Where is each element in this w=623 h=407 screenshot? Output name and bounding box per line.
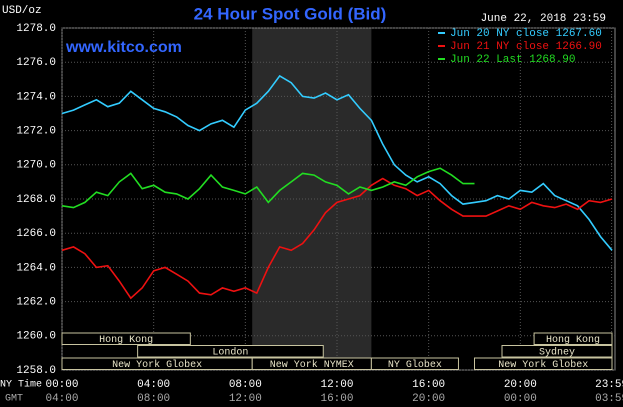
session-box <box>533 332 613 345</box>
y-axis-label: USD/oz <box>2 5 42 17</box>
legend-label: Jun 22 Last 1268.90 <box>450 54 575 66</box>
session-label: New York NYMEX <box>270 359 354 371</box>
x2-tick-label: 12:00 <box>229 393 262 405</box>
x-tick-label: 23:59 <box>595 379 623 391</box>
y-tick-label: 1266.0 <box>16 228 56 240</box>
x2-tick-label: 08:00 <box>137 393 170 405</box>
x2-axis-label: GMT <box>5 394 23 405</box>
y-tick-label: 1262.0 <box>16 297 56 309</box>
x2-tick-label: 03:59 <box>595 393 623 405</box>
chart-title: 24 Hour Spot Gold (Bid) <box>194 4 387 23</box>
y-tick-label: 1260.0 <box>16 331 56 343</box>
session-label: Hong Kong <box>99 335 153 346</box>
session-box <box>370 357 459 370</box>
y-tick-label: 1276.0 <box>16 57 56 69</box>
series-line <box>61 74 613 251</box>
session-label: New York Globex <box>112 359 202 371</box>
y-tick-label: 1274.0 <box>16 91 56 103</box>
series-line <box>61 167 475 209</box>
x2-tick-label: 16:00 <box>320 393 353 405</box>
x-tick-label: 08:00 <box>229 379 262 391</box>
date: June 22, 2018 23:59 <box>481 13 606 25</box>
legend-label: Jun 20 NY close 1267.60 <box>450 28 602 40</box>
y-tick-label: 1272.0 <box>16 126 56 138</box>
session-box <box>61 332 191 345</box>
source: www.kitco.com <box>65 39 182 56</box>
series-line <box>61 177 613 300</box>
session-label: Sydney <box>539 347 575 359</box>
x2-tick-label: 20:00 <box>412 393 445 405</box>
x-tick-label: 00:00 <box>45 379 78 391</box>
x-tick-label: 04:00 <box>137 379 170 391</box>
x-tick-label: 16:00 <box>412 379 445 391</box>
session-box <box>501 345 613 358</box>
session-label: NY Globex <box>388 359 442 371</box>
session-box <box>474 357 613 370</box>
y-tick-label: 1268.0 <box>16 194 56 206</box>
session-label: New York Globex <box>498 359 588 371</box>
x-tick-label: 20:00 <box>504 379 537 391</box>
legend-label: Jun 21 NY close 1266.90 <box>450 41 602 53</box>
x2-tick-label: 04:00 <box>45 393 78 405</box>
y-tick-label: 1258.0 <box>16 365 56 377</box>
x2-tick-label: 00:00 <box>504 393 537 405</box>
x-tick-label: 12:00 <box>320 379 353 391</box>
session-label: London <box>212 347 248 359</box>
y-tick-label: 1264.0 <box>16 262 56 274</box>
session-box <box>137 345 324 358</box>
y-tick-label: 1278.0 <box>16 23 56 35</box>
y-tick-label: 1270.0 <box>16 160 56 172</box>
session-label: Hong Kong <box>546 335 600 346</box>
x-axis-label: NY Time <box>0 379 42 391</box>
